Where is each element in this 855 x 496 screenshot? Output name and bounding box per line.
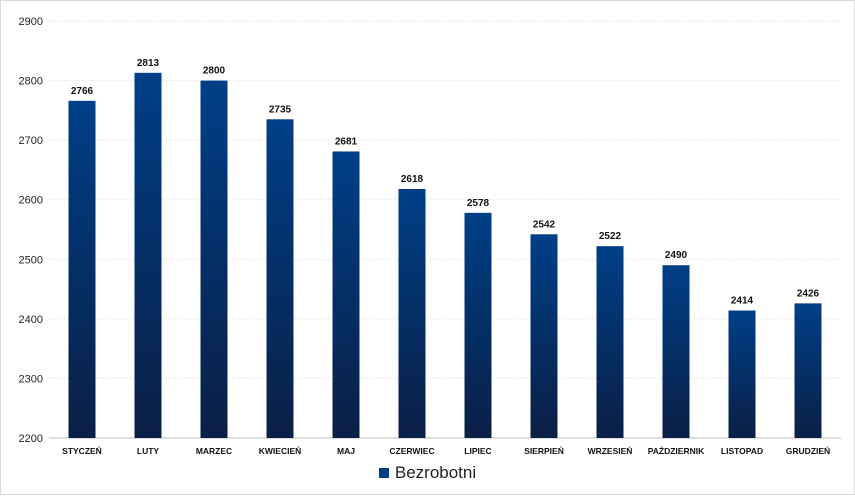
legend: Bezrobotni [1, 463, 854, 483]
data-label: 2542 [533, 219, 556, 230]
bars [68, 72, 822, 439]
data-label: 2813 [137, 58, 160, 69]
data-label: 2414 [731, 296, 754, 307]
bar [332, 151, 360, 438]
x-tick-label: STYCZEŃ [62, 446, 102, 456]
x-tick-label: GRUDZIEŃ [786, 446, 830, 456]
data-label: 2800 [203, 66, 226, 77]
legend-swatch [378, 468, 389, 478]
bar [266, 119, 294, 439]
bar [794, 303, 822, 438]
data-label: 2578 [467, 198, 490, 209]
x-tick-label: SIERPIEŃ [524, 446, 564, 456]
data-label: 2522 [599, 231, 622, 242]
x-tick-label: PAŹDZIERNIK [648, 446, 705, 456]
bar [662, 265, 690, 438]
x-tick-label: LUTY [137, 446, 160, 456]
data-label: 2426 [797, 288, 820, 299]
y-tick-label: 2500 [19, 254, 43, 266]
data-labels: 2766 2813 2800 2735 2681 2618 2578 2542 2522 2490… [71, 58, 820, 307]
y-tick-label: 2200 [19, 433, 43, 445]
data-label: 2490 [665, 250, 688, 261]
y-tick-label: 2300 [19, 373, 43, 385]
gridlines [49, 20, 841, 439]
y-tick-label: 2400 [19, 314, 43, 326]
legend-label: Bezrobotni [394, 463, 477, 482]
x-axis: STYCZEŃ LUTY MARZEC KWIECIEŃ MAJ CZERWIEC LIPI… [62, 446, 830, 456]
bar [728, 310, 756, 438]
y-tick-label: 2800 [19, 76, 43, 88]
y-axis: 2200 2300 2400 2500 2600 2700 2800 2900 [19, 16, 841, 445]
data-label: 2735 [269, 104, 292, 115]
x-tick-label: CZERWIEC [389, 446, 434, 456]
bar [530, 234, 558, 438]
x-tick-label: KWIECIEŃ [259, 446, 302, 456]
bar [596, 246, 624, 438]
x-tick-label: WRZESIEŃ [588, 446, 633, 456]
bar [134, 72, 162, 438]
x-tick-label: LISTOPAD [721, 446, 763, 456]
x-tick-label: LIPIEC [464, 446, 491, 456]
data-label: 2681 [335, 136, 358, 147]
bar [464, 212, 492, 438]
y-tick-label: 2600 [19, 195, 43, 207]
bar [200, 80, 228, 439]
x-tick-label: MARZEC [196, 446, 232, 456]
y-tick-label: 2900 [19, 16, 43, 28]
bar [68, 100, 96, 438]
data-label: 2766 [71, 86, 94, 97]
data-label: 2618 [401, 174, 424, 185]
y-tick-label: 2700 [19, 135, 43, 147]
bar [398, 188, 426, 438]
x-tick-label: MAJ [337, 446, 355, 456]
